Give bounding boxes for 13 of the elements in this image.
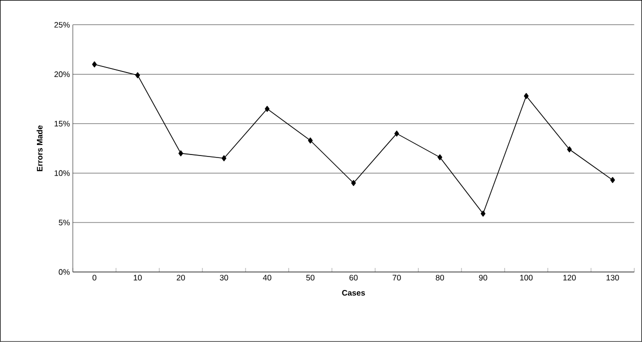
point (438, 154, 442, 160)
point (264, 106, 270, 112)
point (610, 177, 615, 184)
point (135, 72, 140, 78)
point (92, 61, 97, 68)
point (480, 210, 486, 217)
point (351, 180, 356, 186)
point (308, 138, 313, 144)
point (394, 130, 400, 137)
point (222, 155, 226, 162)
point (524, 93, 529, 100)
point (178, 150, 184, 156)
point (567, 146, 572, 152)
